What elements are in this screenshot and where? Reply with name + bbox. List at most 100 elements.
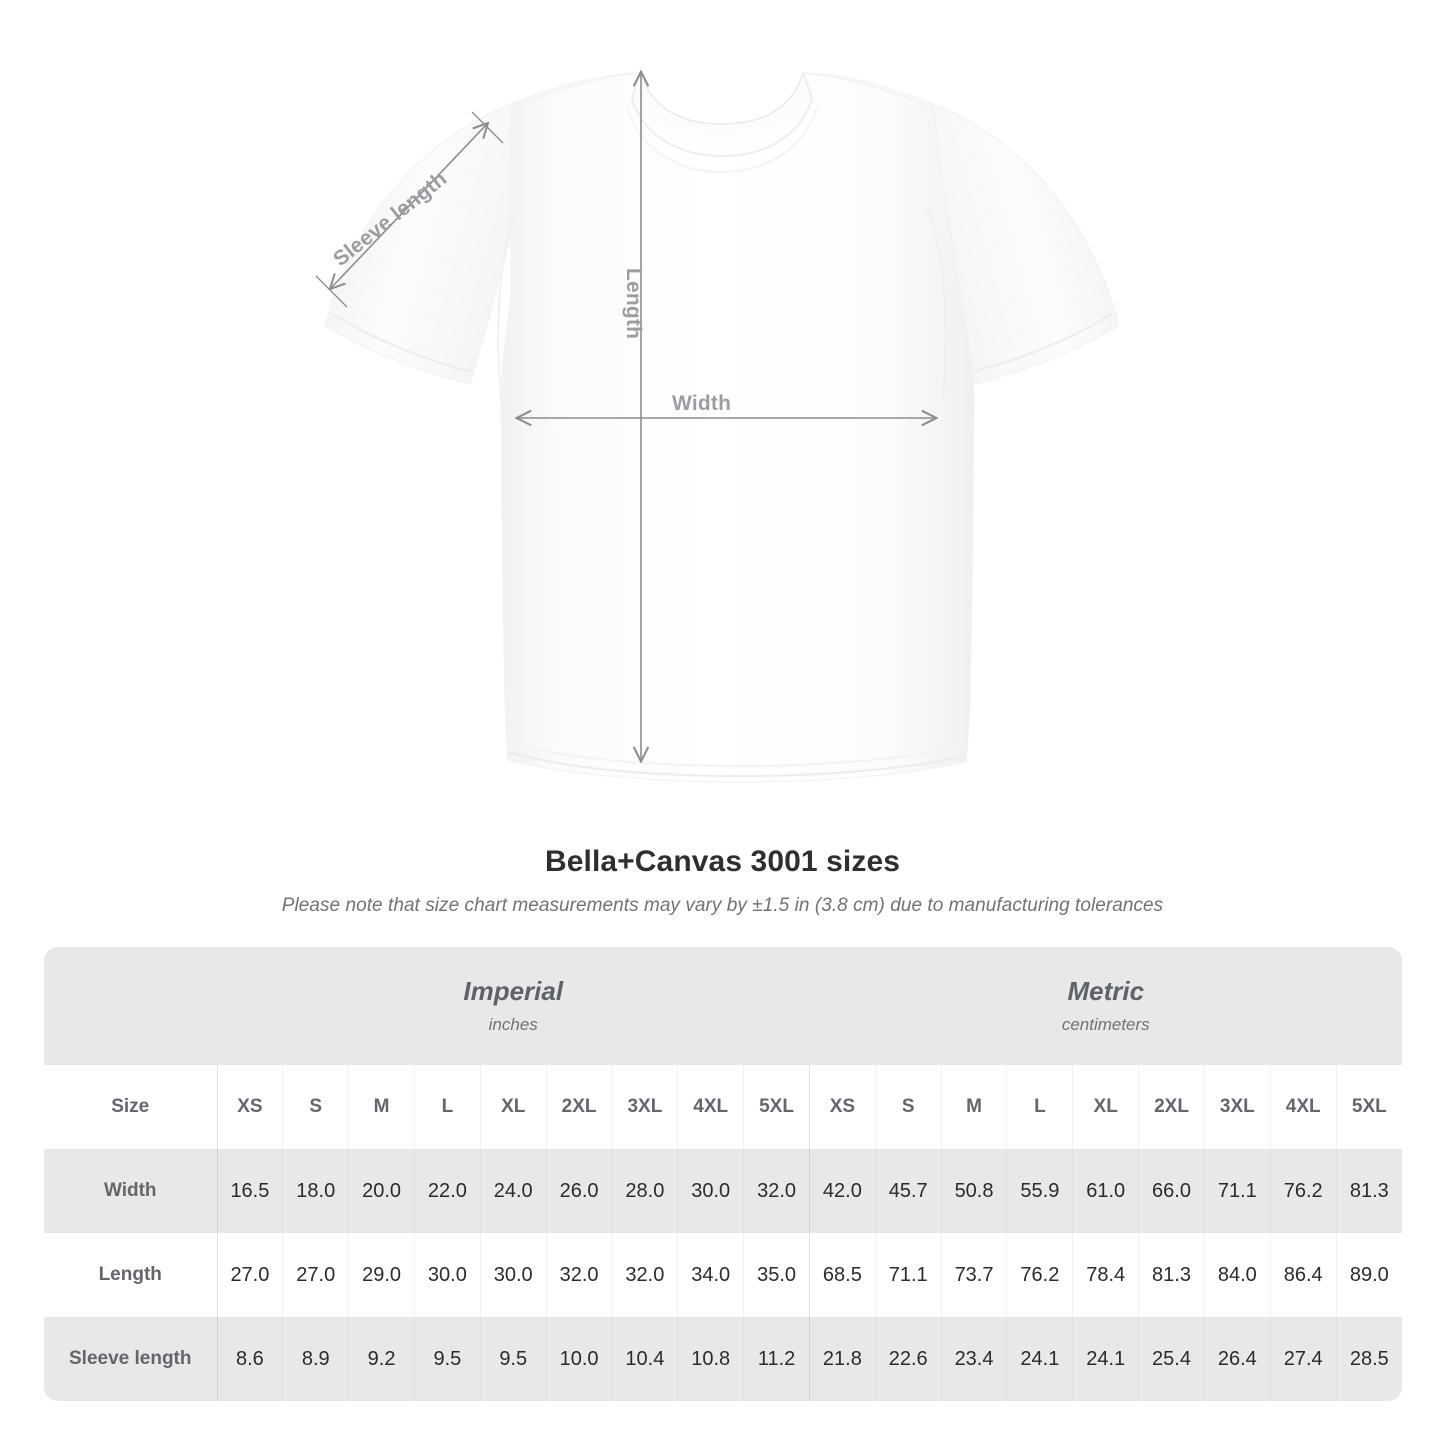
cell-length-imperial-l: 30.0 [413,1233,481,1317]
size-header-imperial-s: S [282,1065,349,1149]
cell-sleeve-length-metric-2xl: 25.4 [1138,1317,1205,1401]
size-header-metric-m: M [940,1065,1007,1149]
sleeve-length-arrow [331,124,487,288]
cell-width-metric-xs: 42.0 [808,1149,876,1233]
chart-heading: Bella+Canvas 3001 sizes Please note that… [0,845,1445,917]
cell-length-imperial-xl: 30.0 [479,1233,547,1317]
unit-banner-size-cell [44,947,217,1065]
size-header-imperial-xs: XS [216,1065,283,1149]
unit-group-name: Metric [1067,975,1145,1006]
cell-sleeve-length-metric-3xl: 26.4 [1203,1317,1271,1401]
size-header-imperial-m: M [348,1065,415,1149]
unit-group-name: Imperial [463,975,564,1006]
cell-length-metric-2xl: 81.3 [1138,1233,1205,1317]
table-row: Sleeve length 8.6 8.9 9.2 9.5 9.5 10.0 10.4 10.8… [44,1317,1403,1401]
cell-sleeve-length-imperial-xl: 9.5 [479,1317,547,1401]
cell-length-imperial-5xl: 35.0 [743,1233,810,1317]
cell-sleeve-length-metric-l: 24.1 [1006,1317,1073,1401]
cell-width-imperial-5xl: 32.0 [743,1149,810,1233]
cell-width-imperial-3xl: 28.0 [611,1149,678,1233]
size-header-imperial-4xl: 4XL [677,1065,744,1149]
cell-length-metric-4xl: 86.4 [1269,1233,1337,1317]
size-header-row: Size XS S M L XL 2XL 3XL 4XL 5XL XS S M L XL 2XL 3XL 4XL 5… [44,1065,1403,1149]
cell-sleeve-length-imperial-s: 8.9 [282,1317,349,1401]
size-header-metric-l: L [1006,1065,1073,1149]
size-header-imperial-xl: XL [479,1065,547,1149]
unit-group-metric: Metric centimeters [809,947,1403,1065]
size-header-metric-3xl: 3XL [1203,1065,1271,1149]
size-header-imperial-l: L [413,1065,481,1149]
cell-sleeve-length-metric-5xl: 28.5 [1335,1317,1403,1401]
cell-sleeve-length-metric-xs: 21.8 [808,1317,876,1401]
unit-group-unit: centimeters [1061,1015,1150,1035]
cell-sleeve-length-metric-4xl: 27.4 [1269,1317,1337,1401]
page-title: Bella+Canvas 3001 sizes [544,845,901,878]
cell-sleeve-length-metric-xl: 24.1 [1072,1317,1139,1401]
cell-width-imperial-s: 18.0 [282,1149,349,1233]
size-header-imperial-2xl: 2XL [545,1065,612,1149]
table-row: Length 27.0 27.0 29.0 30.0 30.0 32.0 32.0 34.0 35… [44,1233,1403,1317]
cell-width-imperial-xl: 24.0 [479,1149,547,1233]
garment-diagram: Width Length Sleeve length [315,0,1120,783]
size-row-label: Size [44,1065,217,1149]
size-header-metric-2xl: 2XL [1138,1065,1205,1149]
cell-width-metric-5xl: 81.3 [1335,1149,1403,1233]
cell-length-imperial-m: 29.0 [348,1233,415,1317]
cell-sleeve-length-imperial-4xl: 10.8 [677,1317,744,1401]
cell-width-imperial-l: 22.0 [413,1149,481,1233]
cell-length-metric-s: 71.1 [874,1233,942,1317]
table-row: Width 16.5 18.0 20.0 22.0 24.0 26.0 28.0 30.0 32.… [44,1149,1403,1233]
cell-length-imperial-2xl: 32.0 [545,1233,612,1317]
width-label: Width [672,392,732,415]
cell-length-metric-xl: 78.4 [1072,1233,1139,1317]
size-header-metric-s: S [874,1065,942,1149]
length-label: Length [622,268,645,340]
cell-width-metric-2xl: 66.0 [1138,1149,1205,1233]
size-header-metric-xl: XL [1072,1065,1139,1149]
cell-sleeve-length-imperial-3xl: 10.4 [611,1317,678,1401]
cell-sleeve-length-imperial-2xl: 10.0 [545,1317,612,1401]
cell-width-metric-3xl: 71.1 [1203,1149,1271,1233]
size-header-metric-xs: XS [808,1065,876,1149]
size-chart-table: Imperial inches Metric centimeters Size XS S M… [44,947,1403,1401]
size-header-metric-5xl: 5XL [1335,1065,1403,1149]
cell-sleeve-length-metric-m: 23.4 [940,1317,1007,1401]
cell-length-imperial-3xl: 32.0 [611,1233,678,1317]
cell-length-metric-5xl: 89.0 [1335,1233,1403,1317]
sleeve-tick-lower [315,275,348,308]
cell-length-imperial-s: 27.0 [282,1233,349,1317]
cell-width-imperial-2xl: 26.0 [545,1149,612,1233]
size-header-imperial-5xl: 5XL [743,1065,810,1149]
cell-length-metric-3xl: 84.0 [1203,1233,1271,1317]
cell-length-imperial-4xl: 34.0 [677,1233,744,1317]
cell-width-metric-xl: 61.0 [1072,1149,1139,1233]
sleeve-tick-upper [471,111,504,144]
cell-width-metric-4xl: 76.2 [1269,1149,1337,1233]
size-header-imperial-3xl: 3XL [611,1065,678,1149]
cell-length-metric-xs: 68.5 [808,1233,876,1317]
cell-width-metric-s: 45.7 [874,1149,942,1233]
cell-width-metric-m: 50.8 [940,1149,1007,1233]
measure-row-label-sleeve-length: Sleeve length [44,1317,217,1401]
measure-row-label-length: Length [44,1233,217,1317]
cell-sleeve-length-imperial-5xl: 11.2 [743,1317,810,1401]
cell-sleeve-length-imperial-xs: 8.6 [216,1317,283,1401]
cell-length-imperial-xs: 27.0 [216,1233,283,1317]
cell-width-imperial-m: 20.0 [348,1149,415,1233]
cell-sleeve-length-imperial-m: 9.2 [348,1317,415,1401]
cell-sleeve-length-imperial-l: 9.5 [413,1317,481,1401]
cell-sleeve-length-metric-s: 22.6 [874,1317,942,1401]
cell-length-metric-m: 73.7 [940,1233,1007,1317]
unit-group-unit: inches [488,1015,538,1035]
measure-row-label-width: Width [44,1149,217,1233]
unit-banner-row: Imperial inches Metric centimeters [44,947,1403,1065]
tolerance-note: Please note that size chart measurements… [281,895,1164,916]
cell-width-imperial-xs: 16.5 [216,1149,283,1233]
size-header-metric-4xl: 4XL [1269,1065,1337,1149]
unit-group-imperial: Imperial inches [217,947,810,1065]
cell-width-imperial-4xl: 30.0 [677,1149,744,1233]
cell-length-metric-l: 76.2 [1006,1233,1073,1317]
tshirt-illustration [315,0,1120,783]
size-chart-table-wrapper: Imperial inches Metric centimeters Size XS S M… [44,947,1403,1401]
cell-width-metric-l: 55.9 [1006,1149,1073,1233]
